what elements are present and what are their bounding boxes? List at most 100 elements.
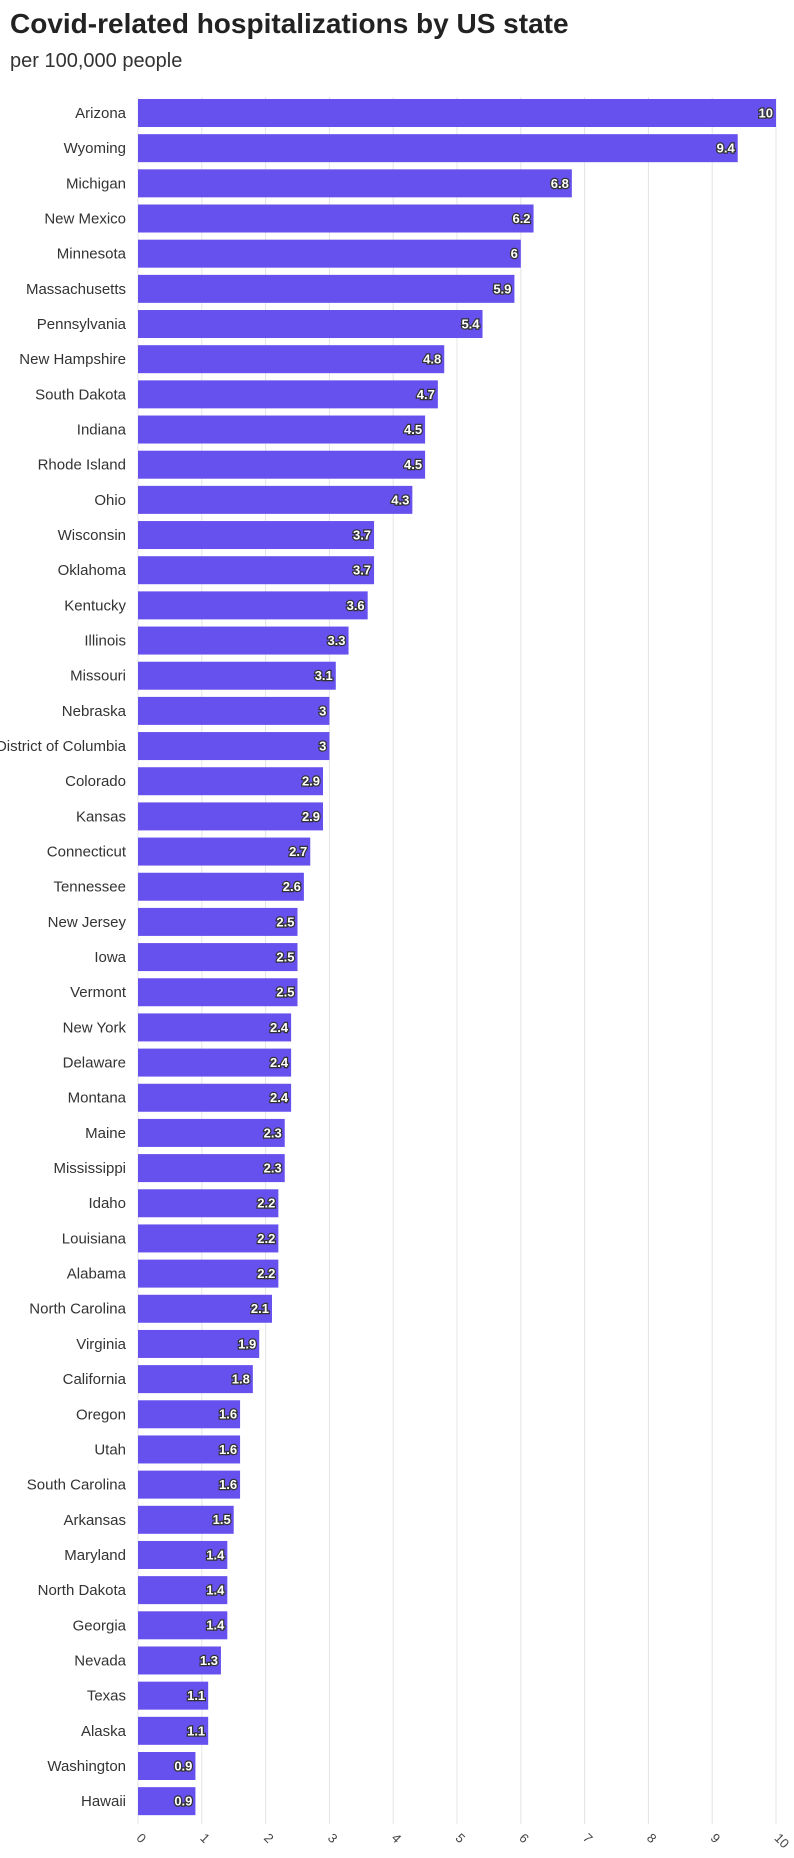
- category-label: Oregon: [76, 1406, 126, 1423]
- bar: [138, 1646, 221, 1675]
- bar: [138, 1048, 292, 1077]
- bar: [138, 415, 426, 444]
- x-tick-label: 2: [261, 1830, 277, 1846]
- bar-value-label: 9.4: [717, 141, 736, 156]
- bar: [138, 767, 324, 796]
- bar-value-label: 1.1: [187, 1688, 205, 1703]
- category-label: Texas: [87, 1688, 126, 1705]
- category-label: New York: [63, 1019, 127, 1036]
- category-label: South Dakota: [35, 386, 127, 403]
- bar: [138, 1013, 292, 1042]
- category-label: Kentucky: [64, 597, 126, 614]
- bar: [138, 1435, 241, 1464]
- bar: [138, 556, 375, 585]
- bar: [138, 1294, 272, 1323]
- bar-value-label: 1.4: [206, 1618, 225, 1633]
- bar: [138, 1329, 260, 1358]
- bar-value-label: 2.2: [257, 1231, 275, 1246]
- x-tick-label: 4: [389, 1830, 405, 1846]
- category-label: Mississippi: [53, 1160, 126, 1177]
- bar: [138, 978, 298, 1007]
- bar-value-label: 2.5: [276, 985, 294, 1000]
- bar: [138, 907, 298, 936]
- bar-value-label: 6.8: [551, 176, 569, 191]
- x-tick-label: 0: [133, 1830, 149, 1846]
- bar-value-label: 5.9: [493, 281, 511, 296]
- bar: [138, 1540, 228, 1569]
- bar: [138, 872, 304, 901]
- bar-value-label: 0.9: [174, 1794, 192, 1809]
- category-label: Michigan: [66, 175, 126, 192]
- bar-value-label: 2.1: [251, 1301, 269, 1316]
- bar: [138, 134, 738, 163]
- category-label: Connecticut: [47, 844, 127, 861]
- bar: [138, 99, 776, 127]
- bar-value-label: 2.9: [302, 774, 320, 789]
- bar-value-label: 1.5: [213, 1512, 231, 1527]
- x-tick-label: 8: [644, 1830, 660, 1846]
- bar-value-label: 1.3: [200, 1653, 218, 1668]
- bars: 10 9.4 6.8 6.2 6 5.9 5.4 4.8 4.7 4.5 4.5 4.3 3.7 3.7 3…: [138, 99, 776, 1816]
- category-label: Idaho: [88, 1195, 126, 1212]
- bar-value-label: 3.7: [353, 527, 371, 542]
- category-labels: Arizona Wyoming Michigan New Mexico Minnesot…: [0, 105, 127, 1810]
- category-label: Arkansas: [63, 1512, 126, 1529]
- x-tick-label: 5: [452, 1830, 468, 1846]
- category-label: Georgia: [73, 1617, 127, 1634]
- bar-value-label: 6.2: [512, 211, 530, 226]
- category-label: Wyoming: [64, 140, 126, 157]
- bar-value-label: 0.9: [174, 1758, 192, 1773]
- category-label: Alabama: [67, 1266, 127, 1283]
- bar-value-label: 3: [319, 703, 326, 718]
- chart-title: Covid-related hospitalizations by US sta…: [10, 8, 569, 39]
- bar-value-label: 1.4: [206, 1583, 225, 1598]
- category-label: Alaska: [81, 1723, 127, 1740]
- bar: [138, 696, 330, 725]
- category-label: Rhode Island: [38, 457, 126, 474]
- category-label: Massachusetts: [26, 281, 126, 298]
- category-label: Indiana: [77, 421, 127, 438]
- category-label: Washington: [47, 1758, 126, 1775]
- bar: [138, 1787, 196, 1816]
- bar-value-label: 2.9: [302, 809, 320, 824]
- bar-value-label: 1.6: [219, 1442, 237, 1457]
- bar: [138, 204, 534, 233]
- x-tick-label: 10: [771, 1830, 792, 1851]
- bar: [138, 1083, 292, 1112]
- category-label: California: [63, 1371, 127, 1388]
- category-label: Minnesota: [57, 246, 127, 263]
- category-label: Tennessee: [53, 879, 126, 896]
- bar: [138, 169, 572, 198]
- bar-value-label: 2.3: [264, 1161, 282, 1176]
- bar: [138, 1681, 209, 1710]
- bar: [138, 732, 330, 761]
- category-label: New Mexico: [44, 210, 126, 227]
- category-label: Montana: [68, 1090, 127, 1107]
- category-label: Louisiana: [62, 1230, 127, 1247]
- bar-value-label: 3.7: [353, 563, 371, 578]
- bar-value-label: 4.5: [404, 422, 422, 437]
- bar: [138, 943, 298, 972]
- bar: [138, 1611, 228, 1640]
- bar: [138, 1400, 241, 1429]
- x-tick-label: 6: [516, 1830, 532, 1846]
- bar-value-label: 2.5: [276, 914, 294, 929]
- bar-value-label: 1.6: [219, 1407, 237, 1422]
- bar-value-label: 2.4: [270, 1055, 289, 1070]
- bar: [138, 1751, 196, 1780]
- category-label: North Dakota: [38, 1582, 127, 1599]
- bar: [138, 1716, 209, 1745]
- bar-value-label: 3.1: [315, 668, 333, 683]
- category-label: District of Columbia: [0, 738, 127, 755]
- category-label: Nevada: [74, 1652, 126, 1669]
- bar-value-label: 10: [759, 105, 773, 120]
- category-label: North Carolina: [29, 1301, 126, 1318]
- bar: [138, 239, 521, 268]
- category-label: Hawaii: [81, 1793, 126, 1810]
- bar: [138, 521, 375, 550]
- category-label: Delaware: [63, 1055, 126, 1072]
- bar: [138, 1189, 279, 1218]
- bar-value-label: 3.3: [327, 633, 345, 648]
- x-tick-label: 1: [197, 1830, 213, 1846]
